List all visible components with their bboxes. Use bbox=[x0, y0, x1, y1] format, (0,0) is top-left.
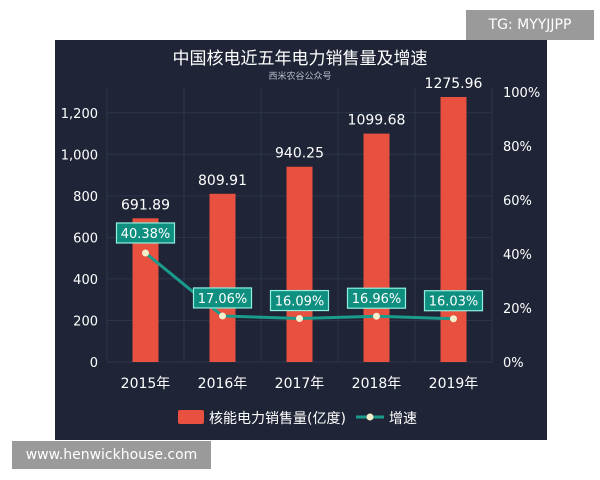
line-value-label: 16.09% bbox=[275, 295, 325, 310]
line-value-box bbox=[423, 290, 484, 312]
line-point bbox=[296, 315, 303, 323]
right-tick-label: 0% bbox=[503, 356, 524, 371]
legend-bar-swatch bbox=[178, 410, 204, 424]
right-tick-label: 40% bbox=[503, 248, 532, 263]
x-axis: 2015年 2016年 2017年 2018年 2019年 bbox=[121, 376, 479, 392]
bar-value-label: 691.89 bbox=[121, 197, 170, 213]
bar-value-labels: 691.89 809.91 940.25 1099.68 1275.96 bbox=[121, 76, 483, 213]
left-tick-label: 600 bbox=[73, 231, 98, 246]
right-tick-label: 20% bbox=[503, 302, 532, 317]
line-point bbox=[219, 312, 226, 320]
left-tick-label: 400 bbox=[73, 273, 98, 288]
line-point bbox=[373, 312, 380, 320]
category-label: 2016年 bbox=[198, 376, 248, 392]
bar-value-label: 940.25 bbox=[275, 146, 324, 162]
bar-value-label: 1275.96 bbox=[425, 76, 483, 92]
category-label: 2019年 bbox=[429, 376, 479, 392]
line-value-box bbox=[346, 287, 407, 309]
legend: 核能电力销售量(亿度) 增速 bbox=[178, 410, 417, 427]
left-axis: 0 200 400 600 800 1,000 1,200 bbox=[61, 107, 98, 371]
bar-series bbox=[132, 96, 467, 362]
left-tick-label: 200 bbox=[73, 314, 98, 329]
line-value-box bbox=[269, 289, 330, 312]
left-tick-label: 1,000 bbox=[61, 148, 98, 163]
line-value-label: 16.96% bbox=[352, 292, 402, 307]
growth-line-series: 40.38% 17.06% 16.09% 16.96% 16.03% bbox=[115, 222, 484, 323]
category-label: 2017年 bbox=[275, 376, 325, 392]
category-label: 2015年 bbox=[121, 376, 171, 392]
bar-value-label: 1099.68 bbox=[348, 113, 406, 129]
bar-value-label: 809.91 bbox=[198, 173, 247, 189]
legend-line-dot bbox=[366, 413, 374, 421]
line-value-label: 40.38% bbox=[121, 227, 171, 242]
line-value-label: 17.06% bbox=[198, 292, 248, 307]
bar bbox=[440, 96, 467, 362]
left-tick-label: 800 bbox=[73, 190, 98, 205]
watermark-url-badge: www.henwickhouse.com bbox=[12, 441, 211, 469]
bar bbox=[209, 193, 236, 362]
category-label: 2018年 bbox=[352, 376, 402, 392]
chart-subtitle: 西米农谷公众号 bbox=[268, 70, 331, 82]
right-axis: 0% 20% 40% 60% 80% 100% bbox=[503, 86, 540, 371]
line-point bbox=[450, 315, 457, 323]
right-tick-label: 100% bbox=[503, 86, 540, 101]
watermark-tg-badge: TG: MYYJJPP bbox=[466, 10, 594, 40]
left-tick-label: 1,200 bbox=[61, 107, 98, 122]
legend-line-label: 增速 bbox=[389, 411, 417, 427]
bar bbox=[363, 133, 390, 362]
chart-title: 中国核电近五年电力销售量及增速 bbox=[173, 49, 428, 69]
legend-bar-label: 核能电力销售量(亿度) bbox=[209, 411, 346, 427]
line-value-box bbox=[192, 287, 253, 309]
right-tick-label: 60% bbox=[503, 194, 532, 209]
line-point bbox=[142, 249, 149, 257]
bar bbox=[286, 166, 313, 362]
right-tick-label: 80% bbox=[503, 140, 532, 155]
line-value-box bbox=[115, 222, 176, 244]
left-tick-label: 0 bbox=[90, 356, 98, 371]
line-value-label: 16.03% bbox=[429, 295, 479, 310]
